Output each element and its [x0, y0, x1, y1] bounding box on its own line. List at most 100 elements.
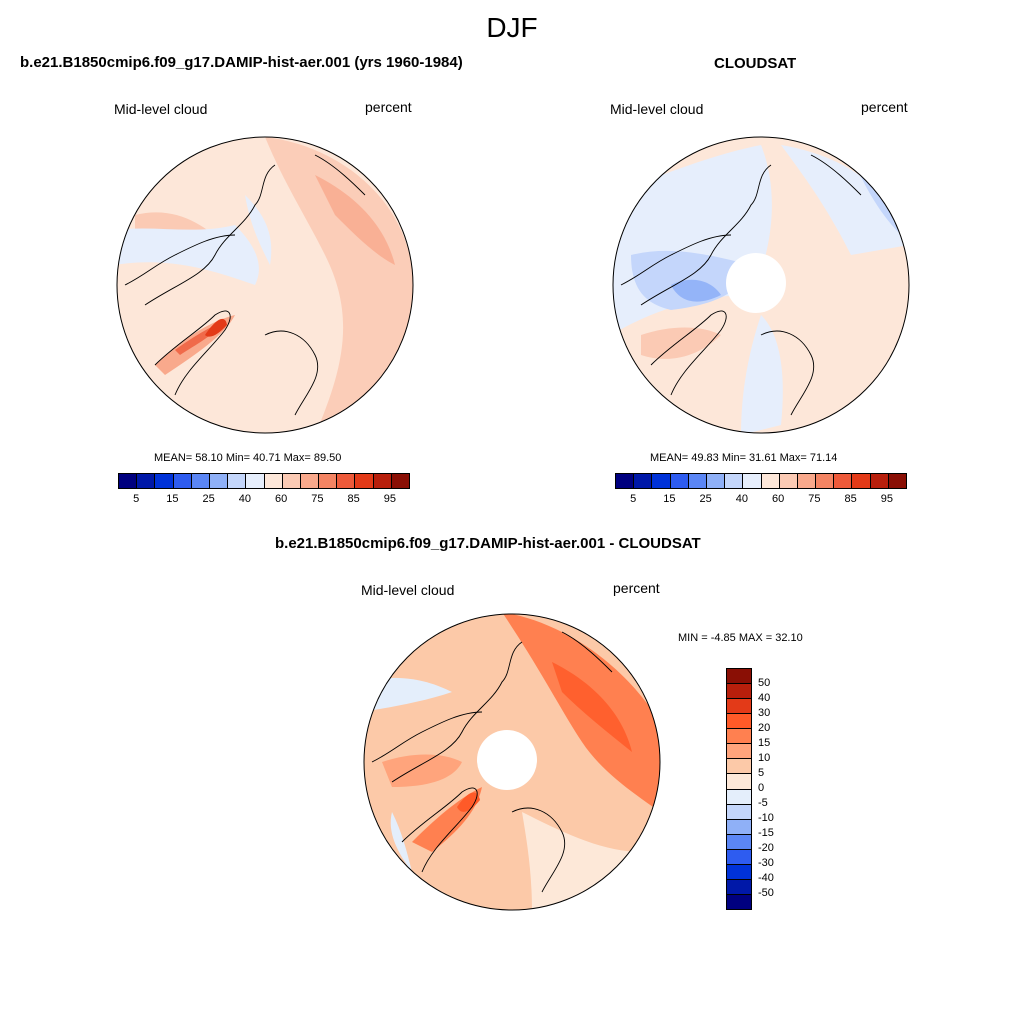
colorbar-swatch	[797, 474, 817, 488]
colorbar-swatch	[727, 684, 751, 700]
colorbar-swatch	[264, 474, 283, 488]
colorbar-tick-label: 85	[347, 493, 360, 505]
colorbar-swatch	[282, 474, 301, 488]
obs-variable-label: Mid-level cloud	[610, 101, 704, 117]
colorbar-tick-label: -20	[758, 842, 774, 854]
diff-variable-label: Mid-level cloud	[361, 582, 455, 598]
colorbar-tick-label: 75	[808, 493, 821, 505]
colorbar-swatch	[391, 474, 409, 488]
colorbar-swatch	[727, 894, 751, 909]
colorbar-tick-label: -50	[758, 887, 774, 899]
obs-colorbar-ticks: 5 15 25 40 60 75 85 95	[615, 493, 905, 507]
colorbar-tick-label: 20	[758, 722, 771, 734]
diff-colorbar-ticks: 50 40 30 20 15 10 5 0 -5 -10 -15 -20 -30 -40 -50	[758, 668, 798, 908]
colorbar-swatch	[888, 474, 906, 488]
colorbar-swatch	[779, 474, 798, 488]
colorbar-tick-label: 75	[311, 493, 324, 505]
colorbar-swatch	[727, 879, 751, 895]
colorbar-tick-label: 5	[630, 493, 637, 505]
colorbar-tick-label: 15	[663, 493, 676, 505]
colorbar-tick-label: 95	[880, 493, 893, 505]
colorbar-tick-label: -40	[758, 872, 774, 884]
colorbar-swatch	[228, 474, 247, 488]
colorbar-tick-label: 95	[383, 493, 396, 505]
colorbar-swatch	[727, 774, 751, 790]
colorbar-tick-label: 40	[238, 493, 251, 505]
colorbar-tick-label: 5	[758, 767, 765, 779]
colorbar-tick-label: 0	[758, 782, 765, 794]
colorbar-tick-label: 40	[758, 692, 771, 704]
colorbar-tick-label: 40	[735, 493, 748, 505]
obs-stats: MEAN= 49.83 Min= 31.61 Max= 71.14	[650, 452, 838, 464]
model-units-label: percent	[365, 99, 412, 115]
colorbar-swatch	[725, 474, 744, 488]
colorbar-tick-label: 85	[844, 493, 857, 505]
colorbar-swatch	[337, 474, 356, 488]
colorbar-swatch	[727, 819, 751, 835]
colorbar-swatch	[727, 744, 751, 760]
colorbar-swatch	[209, 474, 229, 488]
obs-units-label: percent	[861, 99, 908, 115]
colorbar-swatch	[706, 474, 726, 488]
colorbar-swatch	[852, 474, 871, 488]
colorbar-swatch	[727, 789, 751, 805]
season-title: DJF	[486, 12, 538, 43]
diff-polar-map	[363, 613, 661, 911]
colorbar-swatch	[688, 474, 707, 488]
colorbar-tick-label: 30	[758, 707, 771, 719]
colorbar-swatch	[727, 669, 751, 685]
colorbar-swatch	[870, 474, 889, 488]
colorbar-tick-label: 10	[758, 752, 771, 764]
colorbar-swatch	[119, 474, 138, 488]
colorbar-swatch	[727, 729, 751, 745]
colorbar-swatch	[727, 699, 751, 715]
colorbar-swatch	[727, 849, 751, 865]
colorbar-swatch	[155, 474, 174, 488]
obs-colorbar	[615, 473, 907, 489]
colorbar-swatch	[743, 474, 762, 488]
colorbar-tick-label: 60	[275, 493, 288, 505]
colorbar-swatch	[300, 474, 320, 488]
colorbar-tick-label: -15	[758, 827, 774, 839]
model-panel-title: b.e21.B1850cmip6.f09_g17.DAMIP-hist-aer.…	[20, 54, 463, 71]
colorbar-swatch	[191, 474, 210, 488]
colorbar-swatch	[816, 474, 835, 488]
colorbar-swatch	[727, 864, 751, 880]
colorbar-swatch	[834, 474, 853, 488]
colorbar-swatch	[355, 474, 374, 488]
diff-stats: MIN = -4.85 MAX = 32.10	[678, 632, 803, 644]
colorbar-swatch	[761, 474, 780, 488]
colorbar-tick-label: -30	[758, 857, 774, 869]
colorbar-swatch	[373, 474, 392, 488]
colorbar-swatch	[670, 474, 689, 488]
diff-units-label: percent	[613, 580, 660, 596]
model-colorbar	[118, 473, 410, 489]
model-variable-label: Mid-level cloud	[114, 101, 208, 117]
colorbar-tick-label: 15	[758, 737, 771, 749]
colorbar-tick-label: -5	[758, 797, 768, 809]
colorbar-swatch	[727, 804, 751, 820]
diff-colorbar	[726, 668, 752, 910]
colorbar-tick-label: 5	[133, 493, 140, 505]
colorbar-tick-label: 50	[758, 677, 771, 689]
colorbar-swatch	[616, 474, 635, 488]
colorbar-swatch	[727, 714, 751, 730]
obs-panel-title: CLOUDSAT	[714, 55, 797, 72]
colorbar-swatch	[137, 474, 156, 488]
colorbar-swatch	[634, 474, 653, 488]
obs-polar-map	[612, 136, 910, 434]
colorbar-swatch	[173, 474, 192, 488]
colorbar-tick-label: 25	[202, 493, 215, 505]
colorbar-swatch	[319, 474, 338, 488]
colorbar-swatch	[652, 474, 671, 488]
colorbar-tick-label: -10	[758, 812, 774, 824]
colorbar-swatch	[727, 834, 751, 850]
model-colorbar-ticks: 5 15 25 40 60 75 85 95	[118, 493, 408, 507]
colorbar-swatch	[246, 474, 265, 488]
colorbar-tick-label: 25	[699, 493, 712, 505]
colorbar-swatch	[727, 759, 751, 775]
model-stats: MEAN= 58.10 Min= 40.71 Max= 89.50	[154, 452, 342, 464]
diff-panel-title: b.e21.B1850cmip6.f09_g17.DAMIP-hist-aer.…	[275, 535, 701, 552]
colorbar-tick-label: 60	[772, 493, 785, 505]
colorbar-tick-label: 15	[166, 493, 179, 505]
